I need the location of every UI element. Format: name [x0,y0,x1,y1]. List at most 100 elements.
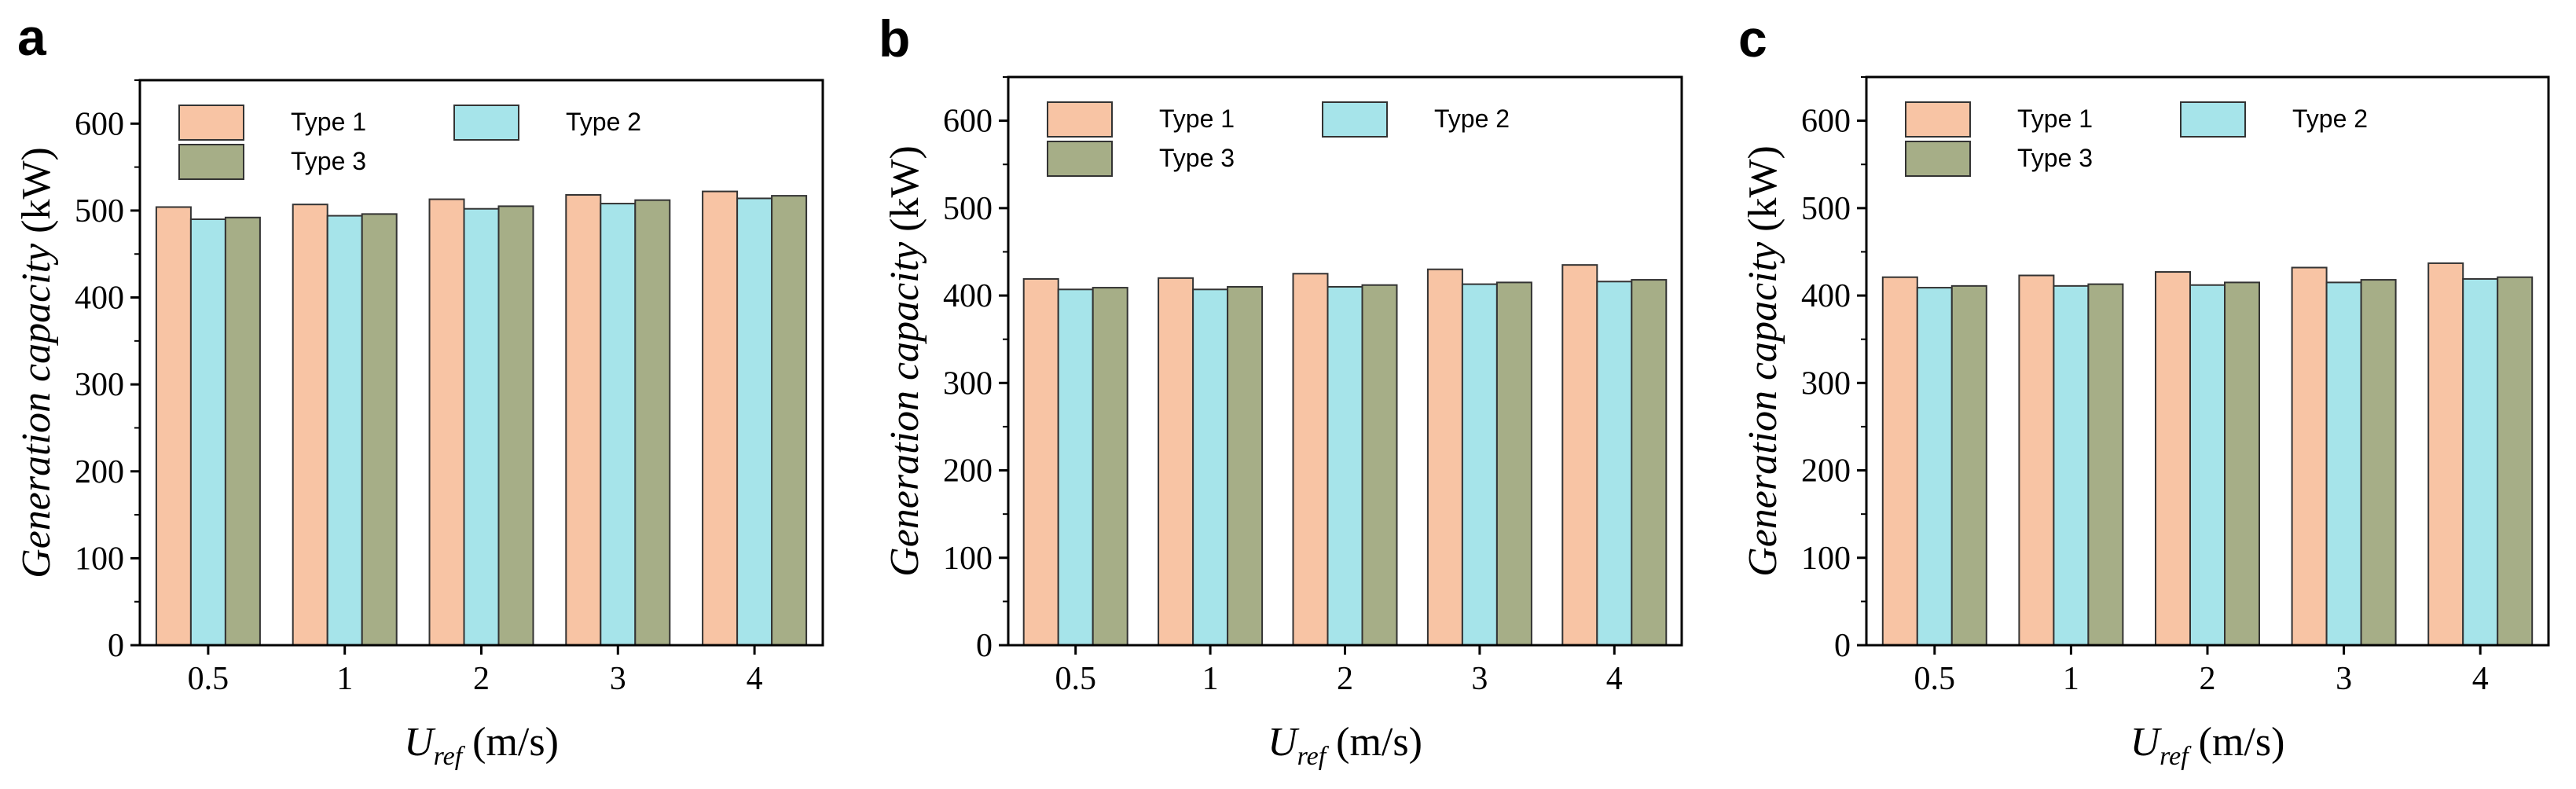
y-tick-label: 0 [1834,628,1851,664]
bar-type-1-1 [292,204,328,646]
bar-type-1-2 [2155,271,2191,646]
y-tick-label: 600 [75,106,124,142]
panel-letter: a [17,8,47,66]
legend-label: Type 3 [1159,144,1235,172]
x-tick-label: 1 [336,661,353,697]
y-tick-label: 500 [943,191,993,227]
bar-type-3-1 [361,213,398,646]
bar-type-2-3 [1461,283,1498,646]
legend-swatch-type-3 [1047,141,1113,177]
bar-type-1-1 [1158,277,1194,646]
y-tick-label: 200 [943,453,993,490]
y-tick-label: 200 [1801,453,1851,490]
y-tick-label: 100 [75,541,124,577]
bar-type-3-4 [771,195,808,646]
y-axis-label: Generation capacity (kW) [1741,145,1785,577]
bar-type-1-0.5 [1022,277,1059,646]
legend-swatch-type-3 [1905,141,1971,177]
bar-type-1-3 [1426,268,1463,646]
bar-type-3-2 [1361,284,1398,646]
legend-swatch-type-3 [178,144,244,180]
legend-label: Type 2 [1434,105,1510,133]
bar-type-1-0.5 [1881,276,1918,646]
legend-swatch-type-2 [1322,101,1388,138]
y-tick-label: 600 [1801,104,1851,140]
legend-swatch-type-1 [1905,101,1971,138]
legend: Type 1 Type 2 Type 3 [178,105,641,180]
x-axis-label-base: U [404,720,436,765]
x-tick-label: 1 [2063,661,2079,697]
x-tick-label: 2 [473,661,490,697]
y-tick-label: 400 [1801,278,1851,314]
legend-label: Type 2 [566,108,641,136]
legend-label: Type 1 [1159,105,1235,133]
bar-type-3-0.5 [1950,284,1987,646]
legend-label: Type 2 [2292,105,2368,133]
bar-type-1-2 [1292,273,1329,646]
bar-type-2-0.5 [1057,288,1094,646]
y-tick-label: 500 [1801,191,1851,227]
y-axis-label: Generation capacity (kW) [883,145,927,577]
bar-type-1-3 [2291,266,2328,646]
legend: Type 1 Type 2 Type 3 [1047,101,1510,177]
x-axis-label: Uref (m/s) [1268,720,1422,771]
legend-label: Type 1 [2017,105,2093,133]
x-axis-label-sub: ref [434,742,466,771]
x-axis-label-unit: (m/s) [1326,720,1422,765]
panel-letter: b [879,9,910,68]
legend-label: Type 3 [291,147,366,175]
y-axis-label-unit: (kW) [1741,145,1785,242]
bar-type-2-3 [2325,281,2362,646]
bar-type-3-2 [497,205,534,646]
y-tick-label: 0 [108,628,124,664]
bar-type-1-4 [2427,262,2464,646]
x-tick-label: 3 [1471,661,1488,697]
x-axis-label: Uref (m/s) [2130,720,2285,771]
x-tick-label: 0.5 [1914,661,1956,697]
chart-panel-b: b 0 100 200 300 400 500 600 0.5 1 2 3 4 Generation ca… [879,9,1683,771]
bar-type-2-2 [2189,284,2226,646]
x-axis-label-base: U [1268,720,1300,765]
legend-swatch-type-1 [1047,101,1113,138]
bar-type-3-2 [2224,281,2260,646]
chart-panel-a: a 0 100 200 300 400 500 600 0.5 1 2 3 4 Generation ca… [14,8,824,771]
bar-type-1-1 [2018,274,2055,646]
y-tick-label: 300 [943,365,993,402]
y-tick-label: 100 [1801,541,1851,577]
bar-type-3-4 [2497,276,2534,646]
x-tick-label: 4 [1606,661,1623,697]
bar-type-2-0.5 [1916,287,1953,646]
bar-type-2-4 [1596,281,1633,646]
y-axis-label: Generation capacity (kW) [14,147,59,578]
bar-type-1-0.5 [155,206,192,646]
bar-type-1-4 [1561,264,1598,646]
x-tick-label: 0.5 [188,661,229,697]
y-tick-label: 200 [75,454,124,490]
y-tick-label: 400 [943,278,993,314]
legend-swatch-type-1 [178,105,244,141]
bar-type-2-3 [600,203,637,646]
y-tick-label: 300 [75,367,124,403]
legend-label: Type 1 [291,108,366,136]
bar-type-2-4 [2462,277,2499,646]
bar-type-3-0.5 [1092,287,1128,646]
chart-panel-c: c 0 100 200 300 400 500 600 0.5 1 2 3 4 Generation ca… [1738,9,2550,771]
legend-swatch-type-2 [2180,101,2246,138]
y-axis-label-main: Generation capacity [883,241,927,577]
bar-type-3-1 [2087,283,2124,646]
x-tick-label: 2 [2200,661,2216,697]
y-axis-label-unit: (kW) [14,147,59,244]
bar-type-3-3 [2360,279,2397,646]
bar-type-2-0.5 [189,218,226,646]
bar-type-2-1 [1192,288,1229,646]
x-axis-label-sub: ref [1297,742,1330,771]
y-axis-label-unit: (kW) [883,145,927,242]
x-axis-label-base: U [2130,720,2163,765]
x-tick-label: 2 [1337,661,1353,697]
y-tick-label: 0 [976,628,993,664]
x-tick-label: 4 [2472,661,2489,697]
bar-type-3-3 [634,199,671,646]
bar-type-3-1 [1227,285,1264,646]
x-tick-label: 0.5 [1055,661,1096,697]
